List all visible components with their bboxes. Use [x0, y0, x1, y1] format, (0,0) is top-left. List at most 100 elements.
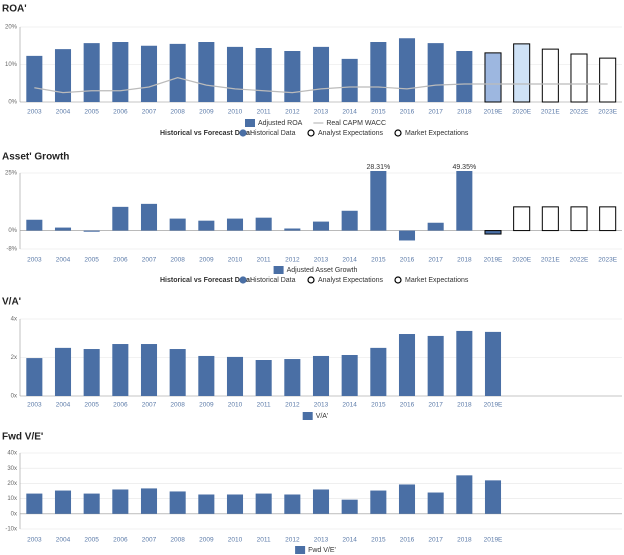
bar [341, 354, 358, 396]
bar [54, 490, 72, 514]
bar [169, 43, 186, 102]
bar [255, 493, 272, 514]
y-tick-label: 0% [8, 228, 17, 234]
bar [226, 46, 244, 102]
x-tick-label: 2009 [199, 537, 214, 544]
forecast-legend-icon [239, 129, 247, 137]
forecast-legend-icon [394, 276, 402, 284]
y-tick-label: 20x [7, 481, 17, 487]
x-tick-label: 2011 [257, 257, 271, 264]
bar [140, 344, 158, 396]
x-tick-label: 2008 [170, 257, 185, 264]
x-tick-label: 2022E [570, 257, 589, 264]
bar [456, 51, 473, 102]
x-tick-label: 2003 [27, 109, 42, 116]
bar [112, 344, 129, 396]
x-tick-label: 2007 [142, 402, 157, 409]
chart-title: V/A' [2, 297, 21, 308]
x-tick-label: 2012 [285, 537, 300, 544]
y-tick-label: 30x [7, 466, 17, 472]
x-tick-label: 2005 [84, 257, 99, 264]
x-tick-label: 2019E [484, 109, 503, 116]
x-tick-label: 2013 [314, 402, 329, 409]
bar [26, 55, 43, 102]
bar [312, 355, 330, 396]
bar [284, 494, 301, 514]
bar [26, 493, 43, 514]
x-tick-label: 2015 [371, 109, 386, 116]
forecast-legend-icon [394, 129, 402, 137]
x-tick-label: 2014 [342, 537, 357, 544]
x-tick-label: 2020E [512, 109, 531, 116]
bar [570, 53, 588, 103]
bar [427, 492, 444, 514]
forecast-legend-item: Analyst Expectations [318, 130, 383, 137]
x-tick-label: 2009 [199, 109, 214, 116]
legend-label: Fwd V/E' [308, 547, 336, 554]
forecast-legend-item: Analyst Expectations [318, 277, 383, 284]
bar [427, 335, 444, 396]
y-tick-label: 10% [5, 62, 18, 68]
x-tick-label: 2015 [371, 537, 386, 544]
x-tick-label: 2018 [457, 109, 472, 116]
bar [513, 43, 531, 103]
x-tick-label: 2004 [56, 109, 71, 116]
bar [398, 334, 416, 396]
line-series [34, 76, 608, 94]
data-label: 49.35% [452, 164, 476, 171]
forecast-legend-label: Historical vs Forecast Data: [160, 277, 252, 284]
x-tick-label: 2016 [400, 402, 415, 409]
x-tick-label: 2019E [484, 257, 503, 264]
bar [140, 488, 158, 514]
x-tick-label: 2017 [428, 402, 443, 409]
bar [341, 58, 358, 102]
bar [398, 38, 416, 102]
bar [83, 349, 100, 396]
x-tick-label: 2018 [457, 402, 472, 409]
x-tick-label: 2017 [428, 109, 443, 116]
bar [484, 480, 502, 514]
bar [284, 359, 301, 396]
bar [513, 206, 531, 232]
bar [169, 491, 186, 514]
x-tick-label: 2004 [56, 537, 71, 544]
y-tick-label: 10x [7, 496, 17, 502]
bar [26, 219, 43, 231]
forecast-legend-label: Historical vs Forecast Data: [160, 130, 252, 137]
legend-label: Adjusted Asset Growth [287, 267, 358, 274]
legend-swatch [273, 266, 284, 274]
x-tick-label: 2006 [113, 257, 128, 264]
bar [370, 42, 387, 102]
bar [26, 358, 43, 396]
bar [484, 230, 502, 235]
x-tick-label: 2017 [428, 257, 443, 264]
x-tick-label: 2008 [170, 537, 185, 544]
x-tick-label: 2004 [56, 402, 71, 409]
x-tick-label: 2013 [314, 537, 329, 544]
legend-label: V/A' [316, 413, 329, 420]
x-tick-label: 2009 [199, 402, 214, 409]
bar [484, 52, 502, 103]
x-tick-label: 2014 [342, 109, 357, 116]
x-tick-label: 2010 [228, 537, 243, 544]
x-tick-label: 2022E [570, 109, 589, 116]
x-tick-label: 2011 [257, 109, 271, 116]
x-tick-label: 2014 [342, 402, 357, 409]
bar [83, 230, 100, 232]
forecast-legend-icon [239, 276, 247, 284]
bar [83, 43, 100, 102]
x-tick-label: 2010 [228, 257, 243, 264]
x-tick-label: 2012 [285, 402, 300, 409]
bar [54, 227, 72, 231]
x-tick-label: 2008 [170, 402, 185, 409]
x-tick-label: 2006 [113, 537, 128, 544]
x-tick-label: 2023E [598, 257, 617, 264]
x-tick-label: 2007 [142, 257, 157, 264]
bar [140, 45, 158, 102]
x-tick-label: 2020E [512, 257, 531, 264]
bar [456, 171, 473, 231]
bar [456, 330, 473, 396]
x-tick-label: 2003 [27, 537, 42, 544]
y-tick-label: 0x [11, 511, 17, 517]
